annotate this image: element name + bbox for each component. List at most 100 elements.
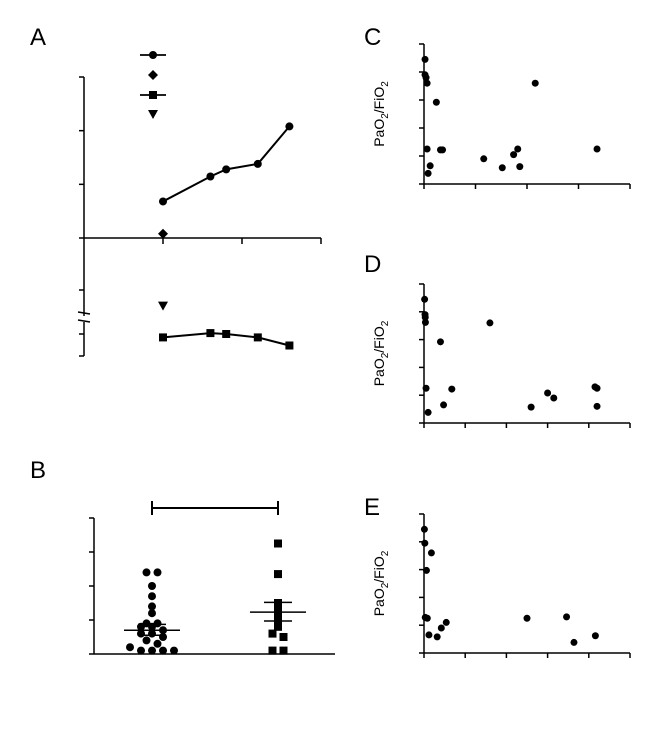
panel-d-chart: PaO2/FiO2 bbox=[371, 283, 631, 428]
b-data-point bbox=[279, 646, 288, 655]
e-data-point bbox=[433, 633, 441, 641]
e-data-point bbox=[442, 618, 450, 626]
b-data-point bbox=[159, 646, 167, 655]
c-y-label-part: 2 bbox=[380, 81, 391, 87]
a-series-line bbox=[162, 125, 291, 203]
e-data-point bbox=[591, 632, 599, 640]
a-data-point bbox=[222, 330, 231, 338]
e-y-label-part: 2 bbox=[380, 550, 391, 556]
b-data-point bbox=[153, 639, 162, 648]
b-data-point bbox=[148, 646, 156, 655]
a-data-point bbox=[206, 329, 215, 338]
a-data-point bbox=[158, 301, 168, 311]
c-y-axis-label: PaO2/FiO2 bbox=[371, 81, 391, 147]
e-data-point bbox=[420, 525, 428, 533]
a-data-point bbox=[222, 165, 231, 174]
d-data-point bbox=[424, 408, 432, 416]
b-data-point bbox=[137, 646, 145, 655]
c-data-point bbox=[510, 151, 518, 159]
c-data-point bbox=[480, 155, 488, 163]
b-data-point bbox=[159, 633, 167, 641]
panel-letter-c: C bbox=[364, 24, 381, 51]
b-data-point bbox=[279, 633, 288, 641]
b-data-point bbox=[148, 609, 156, 618]
e-y-label-part: /FiO bbox=[371, 556, 387, 583]
b-data-point bbox=[274, 570, 282, 579]
panel-a-chart bbox=[77, 51, 322, 357]
d-data-point bbox=[527, 403, 535, 411]
d-data-point bbox=[421, 313, 429, 321]
b-data-point bbox=[148, 592, 156, 601]
b-data-point bbox=[142, 568, 151, 577]
a-data-point bbox=[253, 333, 262, 342]
b-data-point bbox=[170, 646, 178, 655]
panel-letter-a: A bbox=[30, 24, 46, 51]
d-data-point bbox=[421, 295, 429, 303]
b-data-point bbox=[126, 643, 134, 652]
b-data-point bbox=[274, 622, 282, 631]
c-y-label-part: 2 bbox=[380, 113, 391, 119]
d-y-axis-label: PaO2/FiO2 bbox=[371, 320, 391, 386]
a-axis-break-upper bbox=[77, 311, 91, 315]
c-data-point bbox=[423, 79, 431, 87]
c-data-point bbox=[516, 163, 524, 171]
a-data-point bbox=[206, 172, 215, 181]
d-data-point bbox=[440, 401, 448, 409]
a-data-point bbox=[285, 341, 294, 350]
c-data-point bbox=[423, 145, 431, 153]
c-data-point bbox=[432, 98, 440, 106]
e-y-axis-label: PaO2/FiO2 bbox=[371, 550, 391, 616]
e-data-point bbox=[563, 613, 571, 621]
a-legend-marker bbox=[148, 110, 158, 119]
c-y-label-part: PaO bbox=[371, 119, 387, 147]
d-data-point bbox=[550, 394, 558, 402]
c-data-point bbox=[531, 79, 539, 87]
d-y-label-part: 2 bbox=[380, 320, 391, 326]
e-data-point bbox=[437, 624, 445, 632]
c-data-point bbox=[426, 162, 434, 170]
d-y-label-part: 2 bbox=[380, 352, 391, 358]
a-data-point bbox=[253, 159, 262, 168]
panel-letter-d: D bbox=[364, 251, 381, 278]
d-y-label-part: /FiO bbox=[371, 326, 387, 353]
a-legend-marker bbox=[149, 51, 157, 59]
e-data-point bbox=[427, 549, 435, 557]
e-data-point bbox=[425, 631, 433, 639]
d-data-point bbox=[421, 318, 429, 326]
e-data-point bbox=[570, 638, 578, 646]
d-data-point bbox=[422, 384, 430, 392]
e-data-point bbox=[523, 614, 531, 622]
b-data-point bbox=[153, 568, 162, 577]
b-data-point bbox=[148, 582, 156, 590]
c-data-point bbox=[498, 164, 506, 172]
e-y-label-part: PaO bbox=[371, 588, 387, 616]
d-data-point bbox=[593, 402, 601, 410]
d-data-point bbox=[544, 389, 552, 397]
a-legend-marker bbox=[149, 91, 157, 99]
a-legend-marker bbox=[148, 70, 158, 80]
d-y-label-part: PaO bbox=[371, 358, 387, 386]
b-data-point bbox=[142, 636, 151, 645]
c-data-point bbox=[424, 169, 432, 177]
a-data-point bbox=[158, 228, 168, 239]
d-data-point bbox=[593, 384, 601, 392]
a-data-point bbox=[159, 197, 167, 206]
b-data-point bbox=[148, 602, 156, 611]
a-data-point bbox=[159, 333, 167, 342]
e-y-label-part: 2 bbox=[380, 582, 391, 588]
c-data-point bbox=[439, 146, 447, 154]
b-data-point bbox=[274, 539, 282, 548]
c-data-point bbox=[593, 145, 601, 153]
d-data-point bbox=[448, 385, 456, 393]
d-data-point bbox=[436, 338, 444, 346]
a-axis-break-lower bbox=[77, 319, 91, 323]
c-data-point bbox=[421, 55, 429, 63]
d-data-point bbox=[486, 319, 494, 327]
panel-b-chart bbox=[89, 501, 335, 655]
panel-letter-e: E bbox=[364, 494, 380, 521]
c-data-point bbox=[514, 145, 522, 153]
e-data-point bbox=[423, 614, 431, 622]
c-y-label-part: /FiO bbox=[371, 87, 387, 114]
b-data-point bbox=[268, 646, 277, 655]
